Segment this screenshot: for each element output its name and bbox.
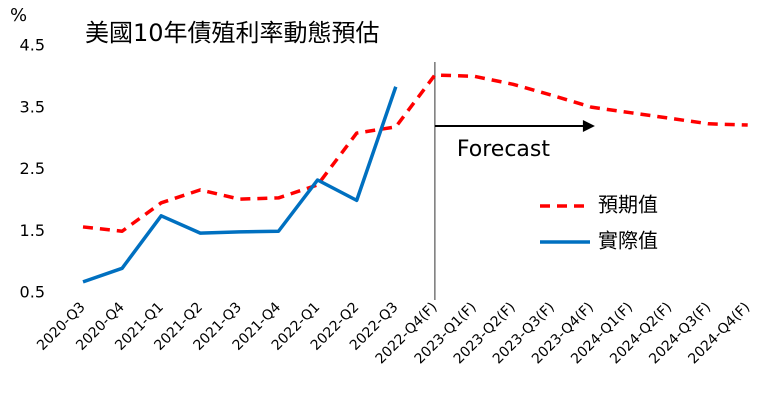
y-tick-label: 0.5 xyxy=(20,283,45,302)
y-tick-label: 2.5 xyxy=(20,159,45,178)
y-unit: % xyxy=(10,5,27,26)
annotation: Forecast xyxy=(457,137,550,162)
series-line xyxy=(82,73,748,233)
legend-label: 預期值 xyxy=(598,193,658,217)
legend-label: 實際值 xyxy=(598,229,658,253)
series-line xyxy=(82,86,398,284)
y-tick-label: 1.5 xyxy=(20,221,45,240)
y-tick-label: 3.5 xyxy=(20,97,45,116)
y-tick-label: 4.5 xyxy=(20,36,45,55)
arrow-head xyxy=(582,120,595,132)
chart-title: 美國10年債殖利率動態預估 xyxy=(85,19,380,47)
